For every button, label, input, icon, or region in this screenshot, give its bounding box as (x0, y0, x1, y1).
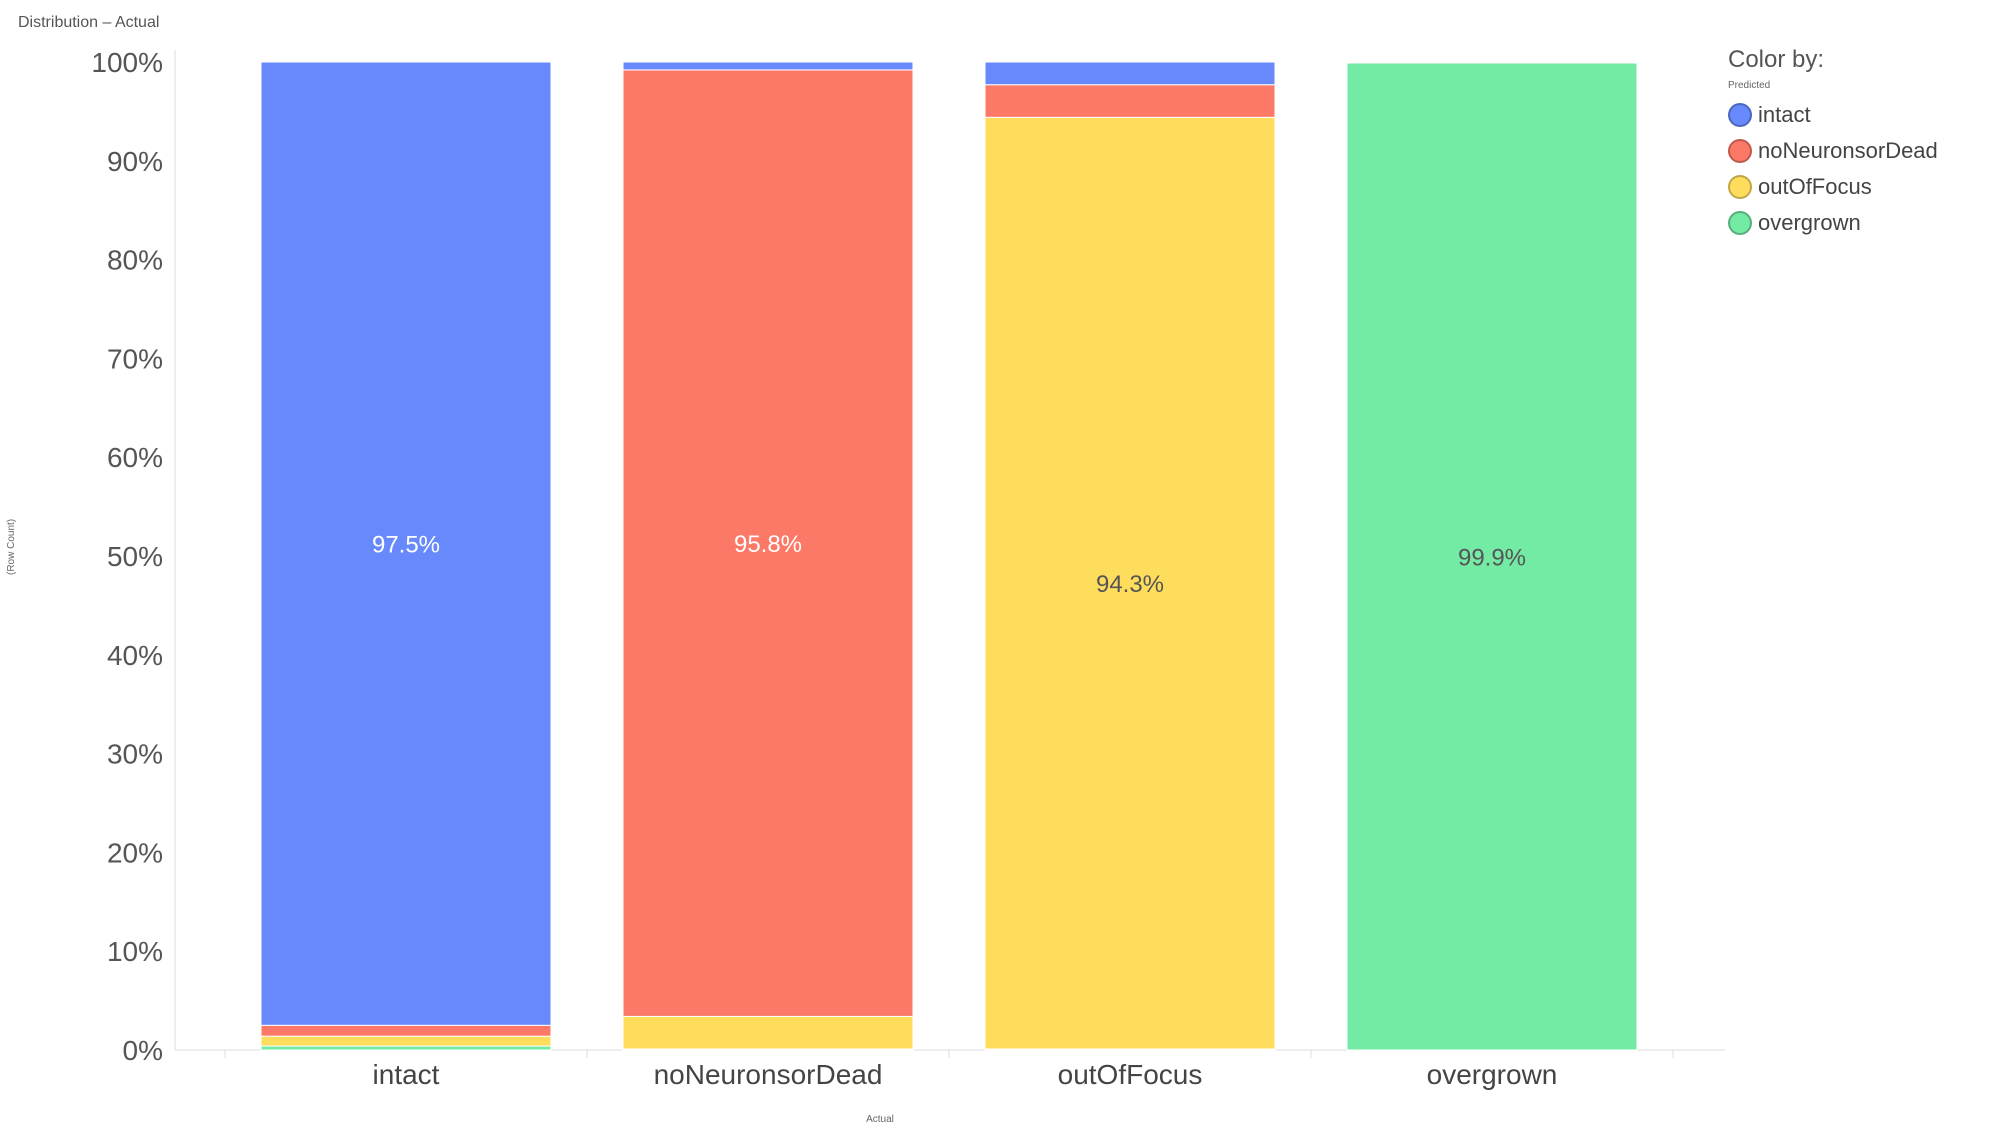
bar-segment-outOfFocus-intact (984, 61, 1276, 86)
data-label: 97.5% (372, 532, 440, 559)
legend-items: intact noNeuronsorDead outOfFocus overgrown (1728, 97, 1938, 241)
legend-item-intact[interactable]: intact (1728, 97, 1938, 133)
data-label: 95.8% (734, 531, 802, 558)
x-tick-label: intact (373, 1059, 440, 1090)
data-label: 94.3% (1096, 571, 1164, 598)
legend: Color by: Predicted intact noNeuronsorDea… (1728, 46, 1938, 241)
y-tick-label: 70% (107, 343, 163, 374)
legend-swatch-icon (1728, 139, 1752, 163)
y-tick-label: 80% (107, 245, 163, 276)
bar-segment-intact-noNeuronsorDead (260, 1024, 552, 1037)
bar-segment-intact-outOfFocus (260, 1035, 552, 1047)
bar-segment-outOfFocus-noNeuronsorDead (984, 84, 1276, 118)
y-tick-label: 40% (107, 640, 163, 671)
legend-item-noNeuronsorDead[interactable]: noNeuronsorDead (1728, 133, 1938, 169)
chart-title: Distribution – Actual (18, 14, 160, 31)
legend-label: outOfFocus (1758, 174, 1872, 199)
legend-label: overgrown (1758, 210, 1861, 235)
bar-segment-intact-overgrown (260, 1045, 552, 1051)
y-tick-label: 10% (107, 936, 163, 967)
data-label: 99.9% (1458, 544, 1526, 571)
bar-segment-noNeuronsorDead-outOfFocus (622, 1015, 914, 1050)
legend-swatch-icon (1728, 211, 1752, 235)
bar-segment-noNeuronsorDead-noNeuronsorDead (622, 69, 914, 1017)
bar-segment-overgrown-overgrown (1346, 62, 1638, 1051)
y-tick-label: 20% (107, 837, 163, 868)
x-tick-label: overgrown (1427, 1059, 1558, 1090)
y-tick-label: 50% (107, 541, 163, 572)
legend-swatch-icon (1728, 103, 1752, 127)
legend-subtitle: Predicted (1728, 80, 1771, 91)
y-tick-label: 90% (107, 146, 163, 177)
x-tick-label: outOfFocus (1058, 1059, 1203, 1090)
legend-title: Color by: (1728, 46, 1825, 73)
legend-swatch-icon (1728, 175, 1752, 199)
legend-item-outOfFocus[interactable]: outOfFocus (1728, 169, 1938, 205)
bar-segment-noNeuronsorDead-intact (622, 61, 914, 71)
stacked-bar-chart: 0% 10% 20% 30% 40% 50% 60% 70% 80% 90% 100% intact n… (91, 47, 1725, 1090)
y-axis-label: (Row Count) (6, 518, 17, 575)
y-tick-label: 30% (107, 739, 163, 770)
x-axis-label: Actual (866, 1114, 894, 1125)
legend-label: intact (1758, 102, 1811, 127)
legend-label: noNeuronsorDead (1758, 138, 1938, 163)
y-tick-label: 100% (91, 47, 163, 78)
x-tick-label: noNeuronsorDead (654, 1059, 883, 1090)
y-tick-label: 0% (123, 1035, 163, 1066)
legend-item-overgrown[interactable]: overgrown (1728, 205, 1938, 241)
y-tick-label: 60% (107, 442, 163, 473)
bar-segment-intact-intact (260, 61, 552, 1026)
